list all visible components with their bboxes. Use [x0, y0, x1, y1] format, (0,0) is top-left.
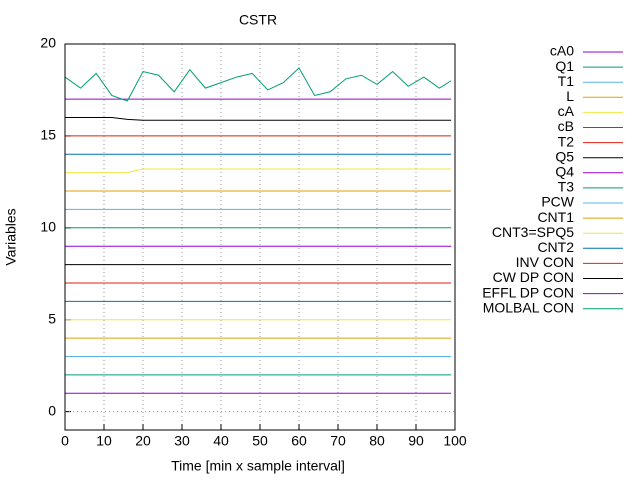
x-tick-label: 90 — [408, 433, 424, 449]
y-tick-label: 20 — [40, 35, 56, 51]
y-axis-label: Variables — [3, 208, 19, 265]
x-tick-label: 0 — [61, 433, 69, 449]
y-tick-label: 0 — [48, 402, 56, 418]
legend-label: CW DP CON — [493, 269, 574, 285]
legend-label: T1 — [558, 73, 575, 89]
y-tick-label: 15 — [40, 127, 56, 143]
series-line — [65, 117, 452, 121]
series-line — [65, 168, 452, 174]
y-tick-label: 10 — [40, 219, 56, 235]
plot-frame — [64, 43, 456, 431]
legend-label: Q4 — [555, 164, 574, 180]
series-line — [64, 67, 452, 102]
x-tick-label: 10 — [96, 433, 112, 449]
legend-label: INV CON — [516, 254, 574, 270]
y-tick-label: 5 — [48, 310, 56, 326]
x-tick-label: 80 — [369, 433, 385, 449]
legend-label: PCW — [541, 194, 574, 210]
x-tick-label: 60 — [291, 433, 307, 449]
legend-label: L — [566, 88, 574, 104]
legend-label: cA0 — [550, 43, 574, 59]
legend-label: Q5 — [555, 148, 574, 164]
legend-label: CNT3=SPQ5 — [492, 224, 574, 240]
x-tick-label: 70 — [330, 433, 346, 449]
legend-label: MOLBAL CON — [483, 299, 574, 315]
x-tick-label: 100 — [443, 433, 467, 449]
legend-label: cB — [558, 118, 574, 134]
x-tick-label: 30 — [174, 433, 190, 449]
x-tick-label: 50 — [252, 433, 268, 449]
legend-label: cA — [558, 103, 575, 119]
legend-label: T2 — [558, 133, 575, 149]
x-tick-label: 40 — [213, 433, 229, 449]
x-axis-label: Time [min x sample interval] — [171, 458, 345, 474]
legend-label: Q1 — [555, 58, 574, 74]
legend-label: T3 — [558, 179, 575, 195]
legend-label: EFFL DP CON — [482, 284, 574, 300]
legend-label: CNT2 — [537, 239, 574, 255]
x-tick-label: 20 — [135, 433, 151, 449]
legend-label: CNT1 — [537, 209, 574, 225]
chart-title: CSTR — [239, 12, 277, 28]
